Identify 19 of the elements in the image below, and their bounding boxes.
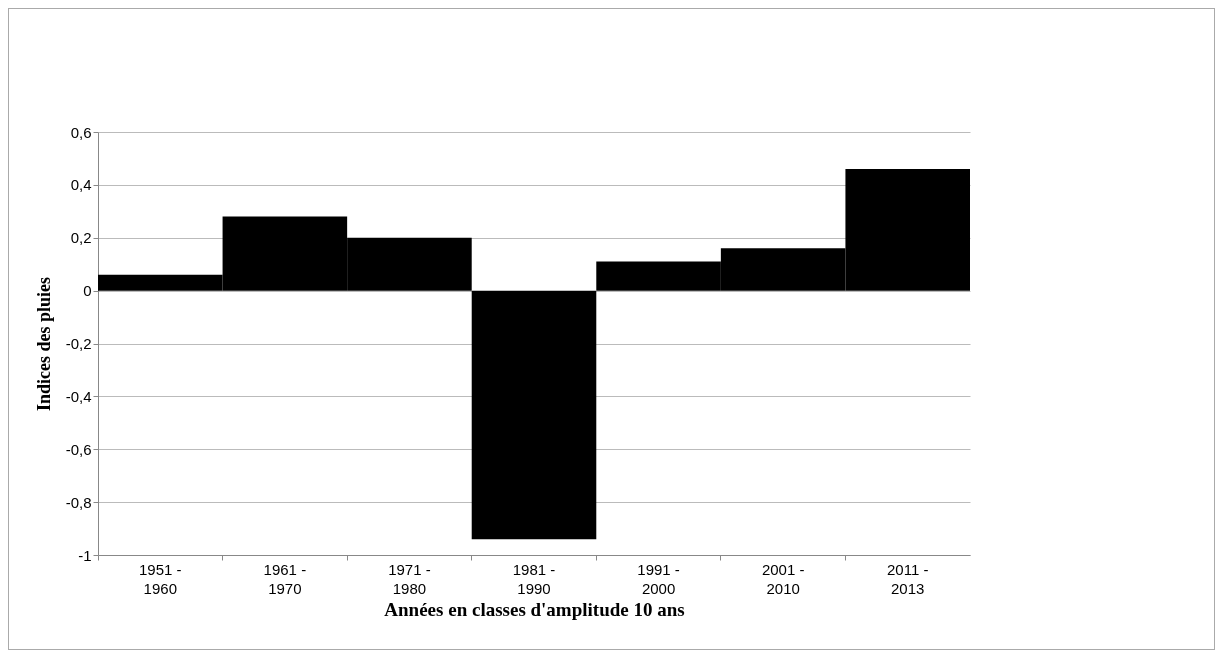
y-tick-label: -0,4 xyxy=(65,387,92,405)
x-tick-label: 1961 - 1970 xyxy=(263,560,307,597)
x-axis-title: Années en classes d'amplitude 10 ans xyxy=(384,598,685,620)
y-axis-title: Indices des pluies xyxy=(33,276,54,412)
y-tick-label: -0,6 xyxy=(65,440,92,458)
bar xyxy=(471,290,597,540)
y-tick-label: 0,2 xyxy=(70,229,92,247)
y-tick-label: -1 xyxy=(78,546,92,564)
x-tick-label: 1971 - 1980 xyxy=(388,560,431,597)
y-tick-label: 0 xyxy=(83,282,92,300)
y-tick-label: 0,4 xyxy=(70,176,92,194)
y-tick-label: 0,6 xyxy=(70,123,92,141)
y-tick-label: -0,2 xyxy=(65,335,92,352)
x-tick-label: 1991 - 2000 xyxy=(637,560,680,597)
x-tick-label: 1981 - 1990 xyxy=(512,560,556,597)
x-tick-label: 2011 - 2013 xyxy=(887,560,929,597)
y-tick-label: -0,8 xyxy=(65,493,92,511)
x-tick-label: 1951 - 1960 xyxy=(139,560,182,597)
x-tick-label: 2001 - 2010 xyxy=(761,560,805,597)
